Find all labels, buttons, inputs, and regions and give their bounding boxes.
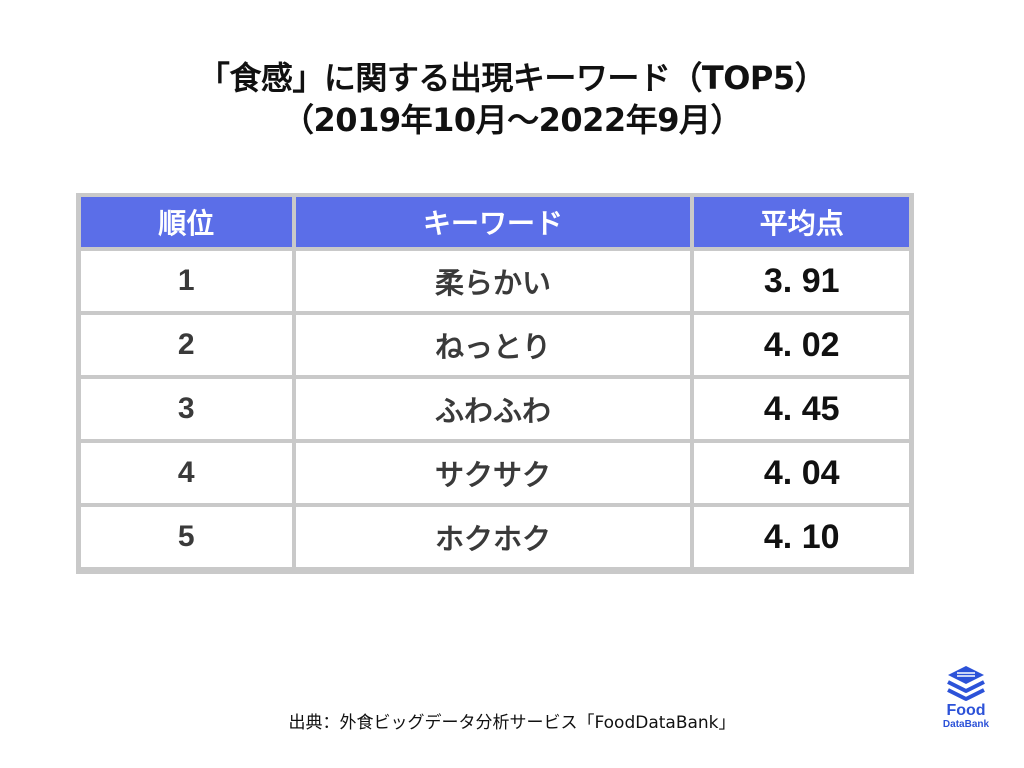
table-row: 3 ふわふわ 4. 45 <box>81 379 909 439</box>
table-row: 5 ホクホク 4. 10 <box>81 507 909 567</box>
table-row: 1 柔らかい 3. 91 <box>81 251 909 311</box>
score-cell: 3. 91 <box>694 251 909 311</box>
score-cell: 4. 10 <box>694 507 909 567</box>
header-rank: 順位 <box>81 197 292 247</box>
score-cell: 4. 04 <box>694 443 909 503</box>
header-score: 平均点 <box>694 197 909 247</box>
source-caption: 出典：外食ビッグデータ分析サービス「FoodDataBank」 <box>288 713 736 733</box>
keyword-cell: ホクホク <box>295 507 691 567</box>
logo-subword: DataBank <box>942 719 990 730</box>
header-keyword: キーワード <box>295 197 691 247</box>
fooddatabank-logo: Food DataBank <box>936 664 996 736</box>
rank-cell: 2 <box>81 315 292 375</box>
table-row: 2 ねっとり 4. 02 <box>81 315 909 375</box>
keyword-cell: ねっとり <box>295 315 691 375</box>
table-row: 4 サクサク 4. 04 <box>81 443 909 503</box>
keyword-cell: サクサク <box>295 443 691 503</box>
table-header-row: 順位 キーワード 平均点 <box>81 197 909 247</box>
score-cell: 4. 45 <box>694 379 909 439</box>
rank-cell: 4 <box>81 443 292 503</box>
keyword-cell: 柔らかい <box>295 251 691 311</box>
rank-cell: 5 <box>81 507 292 567</box>
page-title: 「食感」に関する出現キーワード（TOP5） <box>197 59 827 97</box>
page-subtitle: （2019年10月〜2022年9月） <box>282 101 742 139</box>
stacked-layers-icon <box>947 666 985 701</box>
rank-cell: 3 <box>81 379 292 439</box>
rank-cell: 1 <box>81 251 292 311</box>
ranking-table: 順位 キーワード 平均点 1 柔らかい 3. 91 2 ねっとり 4. 02 3… <box>76 193 914 574</box>
keyword-cell: ふわふわ <box>295 379 691 439</box>
logo-word: Food <box>946 702 986 719</box>
score-cell: 4. 02 <box>694 315 909 375</box>
